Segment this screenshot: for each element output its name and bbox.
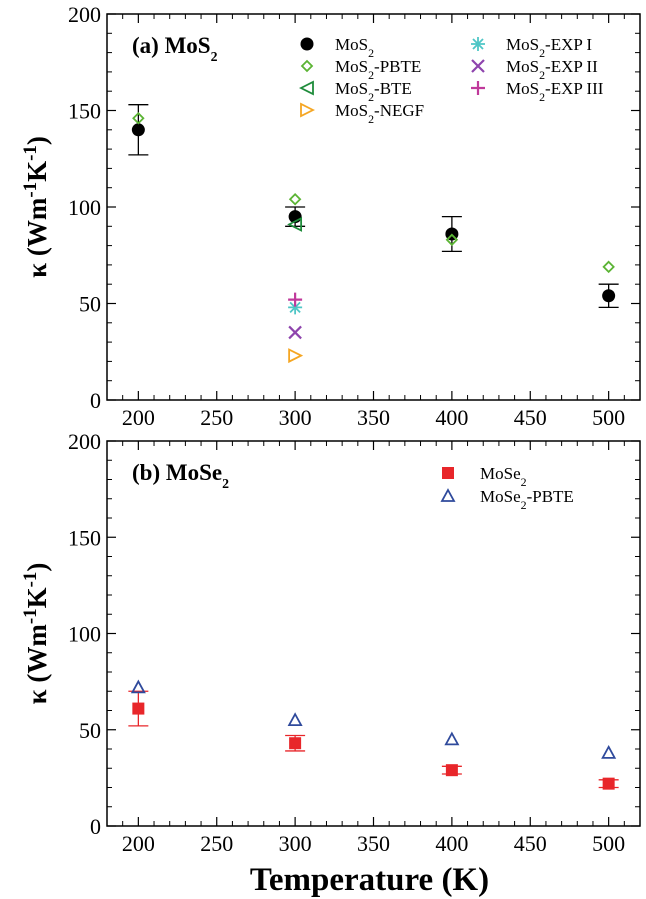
data-point-mos2-pbte (288, 193, 302, 206)
data-point-mos2-pbte (602, 260, 615, 274)
x-tick-label: 300 (279, 405, 312, 430)
legend-label: MoS2-PBTE (335, 57, 421, 82)
x-tick-label: 400 (435, 405, 468, 430)
x-tick-label: 500 (592, 405, 625, 430)
x-tick-label: 450 (514, 831, 547, 856)
data-point-mose2 (289, 737, 302, 750)
data-point-mose2 (132, 702, 145, 715)
y-tick-label: 200 (68, 2, 101, 27)
legend-label: MoS2-NEGF (335, 101, 424, 126)
data-point-mos2-bte (287, 216, 303, 232)
x-tick-label: 350 (357, 831, 390, 856)
legend-label: MoSe2 (480, 464, 527, 489)
legend-marker-mose2 (442, 467, 454, 479)
y-tick-label: 50 (79, 292, 101, 317)
series-mos2-negf (288, 348, 304, 364)
x-tick-label: 200 (122, 831, 155, 856)
legend-marker-mose2-pbte (440, 488, 456, 502)
y-tick-label: 0 (90, 814, 101, 839)
legend-label: MoSe2-PBTE (480, 487, 574, 512)
legend-marker-mos2-exp-i (471, 37, 485, 51)
legend-label: MoS2-BTE (335, 79, 412, 104)
x-tick-label: 350 (357, 405, 390, 430)
x-tick-label: 500 (592, 831, 625, 856)
x-tick-label: 250 (200, 405, 233, 430)
y-axis-label: κ (Wm-1K-1) (20, 563, 53, 705)
y-axis-label: κ (Wm-1K-1) (20, 136, 53, 278)
legend-label: MoS2-EXP I (506, 35, 592, 60)
data-point-mos2 (131, 123, 145, 137)
x-axis-label: Temperature (K) (250, 862, 489, 898)
panel-a: 200 250 300 350 400 450 500 0 50 100 150 200 κ (Wm-1… (20, 2, 641, 430)
legend-marker-mos2 (300, 37, 314, 51)
data-point-mose2-pbte (130, 679, 146, 694)
legend-marker-mos2-bte (298, 80, 314, 96)
y-tick-label: 150 (68, 525, 101, 550)
y-tick-label: 0 (90, 388, 101, 413)
data-point-mos2-negf (288, 348, 304, 364)
panel-b: 200 250 300 350 400 450 500 0 50 100 150 200 κ (Wm-1… (20, 429, 641, 898)
x-tick-label: 200 (122, 405, 155, 430)
series-mose2-pbte (130, 679, 617, 759)
series-mos2-exp-i (288, 300, 303, 315)
data-point-mos2-exp-i (288, 300, 303, 315)
legend-marker-mos2-pbte (300, 59, 314, 73)
series-mos2 (128, 104, 619, 309)
data-point-mos2-pbte (132, 111, 145, 125)
series-mos2-exp-iii (288, 292, 303, 307)
y-tick-label: 100 (68, 622, 101, 647)
data-point-mos2 (602, 289, 616, 303)
data-point-mos2-exp-ii (288, 325, 302, 340)
legend-marker-mos2-negf (300, 102, 316, 118)
x-tick-label: 250 (200, 831, 233, 856)
data-point-mose2-pbte (601, 744, 617, 759)
legend-label: MoS2 (335, 35, 374, 60)
series-mose2 (128, 690, 619, 790)
legend-marker-mos2-exp-ii (471, 59, 485, 73)
series-mos2-exp-ii (288, 325, 302, 340)
x-tick-label: 400 (435, 831, 468, 856)
data-point-mose2-pbte (287, 712, 303, 727)
series-mos2-bte (287, 216, 303, 232)
data-point-mose2 (445, 764, 458, 777)
legend-label: MoS2-EXP II (506, 57, 598, 82)
y-tick-label: 50 (79, 718, 101, 743)
y-tick-label: 150 (68, 99, 101, 124)
data-point-mose2-pbte (444, 731, 460, 746)
y-tick-label: 200 (68, 429, 101, 454)
panel-label: (b) MoSe2 (132, 460, 229, 491)
y-tick-label: 100 (68, 195, 101, 220)
legend-marker-mos2-exp-iii (471, 81, 485, 95)
panel-label: (a) MoS2 (132, 33, 218, 64)
series-mos2-pbte (132, 111, 615, 274)
legend-label: MoS2-EXP III (506, 79, 604, 104)
data-point-mos2-exp-iii (288, 292, 303, 307)
data-point-mose2 (602, 777, 615, 790)
data-point-mos2-pbte (445, 233, 459, 247)
x-tick-label: 300 (279, 831, 312, 856)
x-tick-label: 450 (514, 405, 547, 430)
